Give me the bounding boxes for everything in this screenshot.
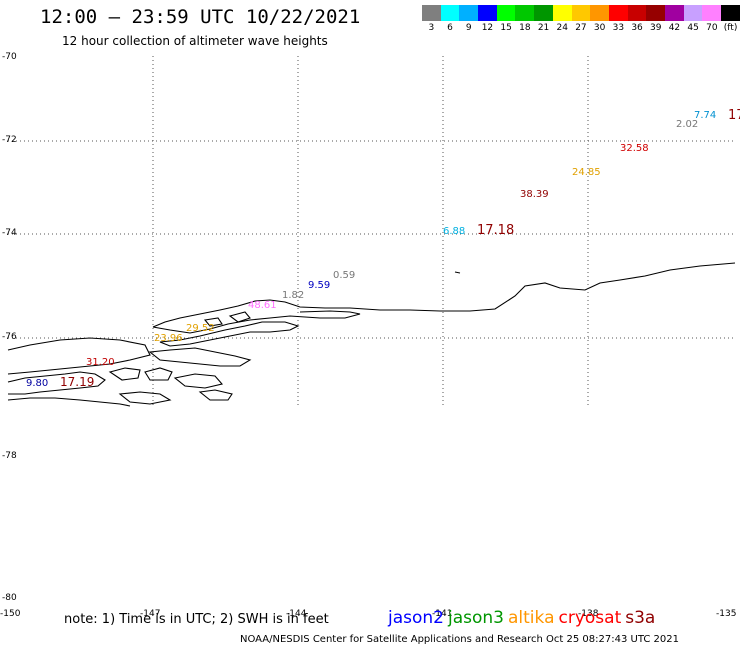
colorbar-label: 3: [428, 23, 435, 33]
colorbar-label: 9: [465, 23, 472, 33]
map-subtitle: 12 hour collection of altimeter wave hei…: [62, 34, 328, 48]
colorbar-swatch: [683, 5, 703, 21]
obs-label: 31.20: [86, 357, 115, 368]
obs-label: 1.82: [282, 290, 304, 301]
colorbar-label: 39: [650, 23, 662, 33]
wave-height-labels: 7.74 2.02 17 32.58 24.85 38.39 6.88 17.1…: [26, 108, 740, 389]
footer-note: note: 1) Time is in UTC; 2) SWH is in fe…: [64, 612, 329, 627]
colorbar-swatch: [478, 5, 497, 21]
obs-label: 17.18: [477, 223, 514, 238]
satellite-legend-item: jason3: [448, 608, 504, 628]
lat-label: -76: [2, 332, 17, 342]
obs-label: 0.59: [333, 270, 355, 281]
lon-label: -135: [716, 609, 737, 619]
lon-label: -141: [432, 609, 453, 619]
satellite-legend-item: jason2: [388, 608, 444, 628]
colorbar-swatch: [552, 5, 572, 21]
colorbar-label: 6: [447, 23, 453, 33]
colorbar-swatch: [534, 5, 553, 21]
obs-label: 24.85: [572, 167, 601, 178]
colorbar-label: 42: [668, 23, 681, 33]
obs-label: 23.96: [154, 333, 183, 344]
colorbar-label: 21: [537, 23, 550, 33]
colorbar-label: 12: [481, 23, 494, 33]
colorbar-swatch: [721, 5, 740, 21]
satellite-legend: jason2 jason3 altika cryosat s3a: [388, 608, 659, 628]
colorbar-swatch: [422, 5, 441, 21]
colorbar-label: 24: [556, 23, 568, 33]
colorbar-swatch: [515, 5, 535, 21]
obs-label: 17: [728, 108, 740, 123]
obs-label: 29.52: [186, 323, 215, 334]
satellite-legend-item: s3a: [625, 608, 656, 628]
colorbar-swatch: [440, 5, 460, 21]
colorbar-label: 36: [631, 23, 643, 33]
lat-label: -78: [2, 451, 17, 461]
lat-label: -80: [2, 593, 17, 603]
colorbar-swatch: [590, 5, 609, 21]
colorbar-label: 27: [575, 23, 587, 33]
colorbar-swatch: [496, 5, 516, 21]
colorbar-label: 18: [519, 23, 531, 33]
map-title: 12:00 – 23:59 UTC 10/22/2021: [40, 6, 361, 28]
colorbar-label: 15: [500, 23, 512, 33]
lon-label: -138: [578, 609, 599, 619]
colorbar-label: 45: [687, 23, 699, 33]
obs-label: 48.61: [248, 300, 277, 311]
lat-label: -74: [2, 228, 17, 238]
credit-line: NOAA/NESDIS Center for Satellite Applica…: [240, 634, 679, 645]
obs-label: 9.59: [308, 280, 330, 291]
satellite-legend-item: altika: [508, 608, 555, 628]
obs-label: 32.58: [620, 143, 649, 154]
obs-label: 38.39: [520, 189, 549, 200]
obs-label: 7.74: [694, 110, 716, 121]
colorbar-swatch: [459, 5, 479, 21]
graticule: [8, 56, 735, 408]
lon-label: -147: [140, 609, 161, 619]
satellite-legend-item: cryosat: [558, 608, 622, 628]
colorbar-swatch: [608, 5, 628, 21]
lat-label: -72: [2, 135, 17, 145]
colorbar-labels: 3 6 9 12 15 18 21 24 27 30 33 36 39 42 45 70 (ft): [422, 23, 740, 35]
colorbar-swatch: [664, 5, 684, 21]
obs-label: 17.19: [60, 375, 94, 389]
colorbar-swatch: [702, 5, 721, 21]
lon-label: -144: [286, 609, 307, 619]
colorbar-swatch: [646, 5, 665, 21]
obs-label: 9.80: [26, 378, 48, 389]
colorbar-label: 33: [612, 23, 625, 33]
colorbar-swatch: [627, 5, 647, 21]
coastline: [7, 262, 736, 407]
colorbar-swatch: [571, 5, 591, 21]
colorbar-label: 30: [593, 23, 606, 33]
lat-label: -70: [2, 52, 17, 62]
obs-label: 6.88: [443, 226, 465, 237]
colorbar-label: 70: [706, 23, 718, 33]
colorbar-label: (ft): [723, 23, 738, 33]
obs-label: 2.02: [676, 119, 698, 130]
lon-label: -150: [0, 609, 21, 619]
colorbar: [422, 5, 740, 21]
